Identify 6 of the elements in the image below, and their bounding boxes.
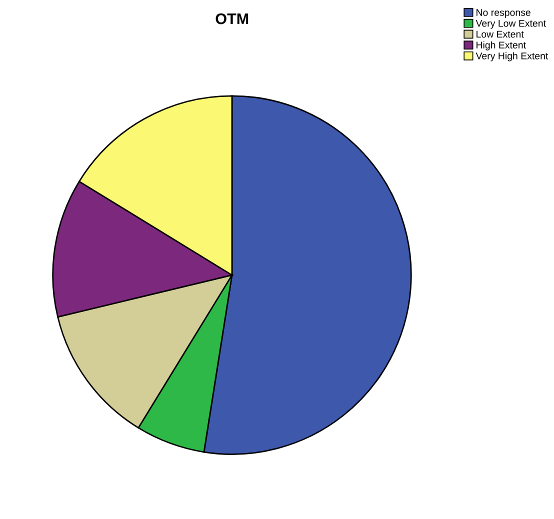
legend-label: Very High Extent <box>476 52 548 62</box>
chart-title: OTM <box>216 13 248 24</box>
legend-label: Very Low Extent <box>476 20 546 29</box>
legend-label: No response <box>476 9 530 18</box>
legend-label: Low Extent <box>476 30 524 38</box>
legend-label: High Extent <box>476 41 526 50</box>
